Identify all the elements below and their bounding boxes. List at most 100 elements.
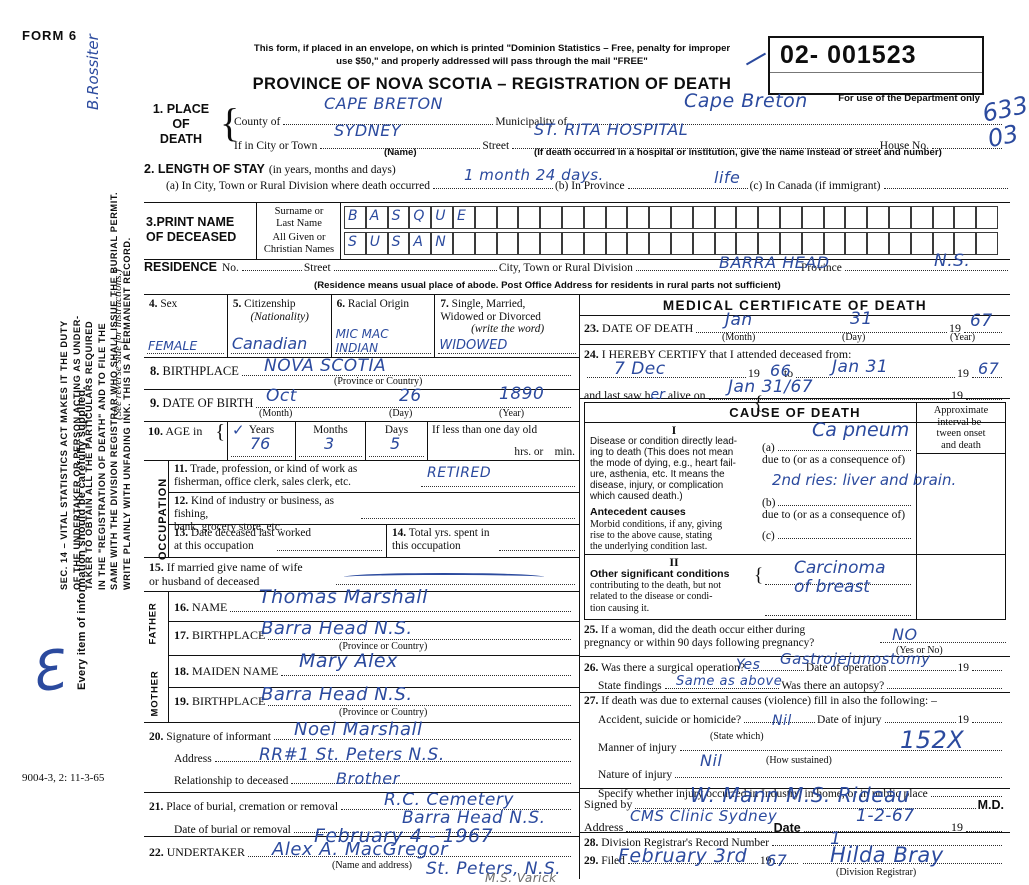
item-11-trade[interactable]: 11. Trade, profession, or kind of work a… — [169, 461, 579, 493]
name-grid-cell[interactable] — [801, 206, 824, 229]
item-19-mother-birthplace[interactable]: 19. BIRTHPLACE (Province or Country) Bar… — [169, 684, 579, 722]
name-grid-cell[interactable] — [888, 232, 911, 255]
name-grid-cell[interactable] — [496, 232, 519, 255]
name-grid-cell[interactable] — [670, 232, 693, 255]
name-grid-cell[interactable]: U — [431, 206, 453, 229]
name-grid-cell[interactable] — [910, 206, 933, 229]
name-grid-cell[interactable]: E — [452, 206, 475, 229]
name-grid-cell[interactable] — [714, 232, 737, 255]
cause-line-c[interactable]: (c) — [762, 525, 913, 542]
name-grid-cell[interactable]: B — [344, 206, 366, 229]
name-grid-cell[interactable] — [605, 232, 628, 255]
name-grid-cell[interactable] — [649, 232, 671, 255]
item-24-attendance[interactable]: 24. I HEREBY CERTIFY that I attended dec… — [580, 345, 1010, 403]
name-grid-cell[interactable] — [540, 206, 562, 229]
item-20-informant[interactable]: 20. Signature of informant Noel Marshall… — [144, 719, 579, 793]
item-17-father-birthplace[interactable]: 17. BIRTHPLACE (Province or Country) Bar… — [169, 618, 579, 656]
name-grid-cell[interactable] — [888, 206, 911, 229]
name-grid-cell[interactable] — [845, 206, 868, 229]
signed-by-section[interactable]: Signed by M.D. W. Mann M.S. Rideau Addre… — [580, 783, 1010, 835]
name-grid-cell[interactable] — [474, 232, 497, 255]
name-grid-cell[interactable] — [692, 206, 715, 229]
name-grid-cell[interactable]: Q — [409, 206, 432, 229]
name-grid-cell[interactable] — [976, 232, 998, 255]
name-grid-cell[interactable] — [823, 232, 846, 255]
name-grid-cell[interactable] — [496, 206, 519, 229]
age-years[interactable]: Years ✓ 76 — [228, 421, 296, 460]
name-grid-cell[interactable]: A — [365, 206, 388, 229]
item-8-birthplace[interactable]: 8. BIRTHPLACE (Province or Country) NOVA… — [144, 356, 579, 390]
name-grid-cell[interactable]: N — [431, 232, 453, 255]
name-grid-cell[interactable] — [583, 206, 606, 229]
item-9-date-of-birth[interactable]: 9. DATE OF BIRTH (Month) (Day) (Year) Oc… — [144, 384, 579, 422]
name-grid-cell[interactable] — [583, 232, 606, 255]
part-2-line-2[interactable] — [762, 602, 913, 619]
item-14-total-years[interactable]: 14. Total yrs. spent in this occupation — [387, 525, 579, 557]
name-grid-cell[interactable] — [627, 206, 650, 229]
name-grid-cell[interactable] — [627, 232, 650, 255]
name-grid-cell[interactable] — [452, 232, 475, 255]
item-23-date-of-death[interactable]: 23. DATE OF DEATH 19 (Month) (Day) (Year… — [580, 309, 1010, 345]
name-grid-cell[interactable]: S — [387, 232, 410, 255]
item-16-father-name[interactable]: 16. NAME Thomas Marshall — [169, 586, 579, 622]
name-grid-cell[interactable] — [823, 206, 846, 229]
rule — [635, 798, 976, 810]
item-25-pregnancy[interactable]: 25. If a woman, did the death occur eith… — [580, 623, 1010, 658]
name-grid-cell[interactable] — [758, 232, 780, 255]
name-grid-cell[interactable] — [867, 232, 889, 255]
name-grid-cell[interactable] — [540, 232, 562, 255]
item-6-racial-origin[interactable]: 6. Racial Origin MIC MAC INDIAN — [332, 295, 436, 357]
name-grid-cell[interactable] — [954, 232, 977, 255]
name-grid-cell[interactable] — [474, 206, 497, 229]
name-grid-cell[interactable] — [867, 206, 889, 229]
name-grid-cell[interactable] — [714, 206, 737, 229]
name-grid-cell[interactable] — [976, 206, 998, 229]
name-grid-cell[interactable] — [779, 206, 802, 229]
name-grid-cell[interactable] — [845, 232, 868, 255]
name-grid-cell[interactable] — [605, 206, 628, 229]
item-27-external-causes[interactable]: 27. If death was due to external causes … — [580, 693, 1010, 800]
age-days[interactable]: Days 5 — [366, 422, 428, 460]
name-grid-cell[interactable] — [801, 232, 824, 255]
name-grid-cell[interactable] — [561, 232, 584, 255]
cause-lines[interactable]: (a) due to (or as a consequence of) { (b… — [754, 393, 1005, 554]
cause-line-b[interactable]: { (b) — [754, 393, 913, 509]
name-grid-cell[interactable]: U — [365, 232, 388, 255]
occupation-side-label: OCCUPATION — [144, 461, 169, 560]
name-grid-cell[interactable] — [758, 206, 780, 229]
item-15-spouse[interactable]: 15. If married give name of wife or husb… — [144, 558, 579, 592]
age-months[interactable]: Months 3 — [296, 422, 366, 460]
name-grid-cell[interactable] — [670, 206, 693, 229]
name-grid-cell[interactable] — [518, 206, 541, 229]
name-grid-cell[interactable]: A — [409, 232, 432, 255]
name-grid-cell[interactable] — [736, 206, 759, 229]
name-grid-cell[interactable] — [779, 232, 802, 255]
cause-line-a[interactable]: (a) — [762, 437, 913, 454]
item-4-sex[interactable]: 4. Sex FEMALE — [144, 295, 228, 357]
age-less-than-day[interactable]: If less than one day old hrs. or min. — [428, 422, 579, 460]
item-26-surgery[interactable]: 26. Was there a surgical operation? Date… — [580, 650, 1010, 694]
name-grid-cell[interactable] — [932, 206, 955, 229]
item-18-mother-maiden-name[interactable]: 18. MAIDEN NAME Mary Alex — [169, 650, 579, 688]
name-grid-cell[interactable] — [692, 232, 715, 255]
rule — [889, 660, 956, 672]
name-grid-cell[interactable] — [518, 232, 541, 255]
name-grid-cell[interactable]: S — [344, 232, 366, 255]
item-5-citizenship[interactable]: 5. Citizenship (Nationality) Canadian — [228, 295, 332, 357]
name-grid-cell[interactable] — [649, 206, 671, 229]
divider — [770, 72, 982, 73]
part-2-line-1[interactable]: { — [754, 565, 913, 588]
name-grid-cell[interactable] — [932, 232, 955, 255]
item-7-marital-status[interactable]: 7. Single, Married, Widowed or Divorced … — [435, 295, 579, 357]
name-grid-cell[interactable] — [561, 206, 584, 229]
name-grid-cell[interactable] — [954, 206, 977, 229]
name-grid-cell[interactable] — [736, 232, 759, 255]
part-2-lines[interactable]: { Carcinoma of breast — [754, 555, 1005, 619]
name-grid-cell[interactable]: S — [387, 206, 410, 229]
name-grid-cell[interactable] — [910, 232, 933, 255]
item-13-last-worked[interactable]: 13. Date deceased last worked at this oc… — [169, 525, 387, 557]
item-29-filed[interactable]: 29. Filed 19 February 3rd 67 Hilda Bray … — [485, 843, 1010, 885]
item-12-industry[interactable]: 12. Kind of industry or business, as fis… — [169, 493, 579, 533]
